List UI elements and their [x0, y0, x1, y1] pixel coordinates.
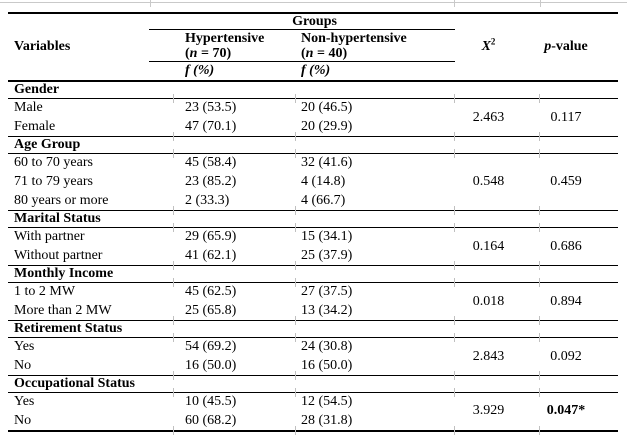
row-label: No: [14, 412, 32, 428]
freq-cell: 27 (37.5): [295, 277, 455, 302]
document-gridline-tick: [454, 0, 455, 7]
header-col-hypertensive: Hypertensive (n = 70): [149, 30, 296, 62]
chi-square-value: 3.929: [454, 387, 540, 434]
row-label: With partner: [14, 229, 85, 245]
freq-cell: 23 (85.2): [185, 174, 237, 189]
header-variables: Variables: [8, 13, 174, 82]
p-value: 0.894: [539, 277, 618, 325]
section-title-marital-status: Marital Status: [8, 210, 618, 228]
freq-cell: 32 (41.6): [295, 148, 455, 173]
freq-cell: 10 (45.5): [173, 387, 296, 412]
chi-symbol: X: [481, 39, 491, 54]
header-p-value: p-value: [540, 13, 618, 82]
header-freq-non-hypertensive: f (%): [296, 62, 455, 82]
freq-cell: 2 (33.3): [173, 192, 296, 215]
freq-cell: 60 (68.2): [173, 412, 296, 435]
freq-cell: 15 (34.1): [295, 222, 455, 247]
row-label: More than 2 MW: [14, 302, 112, 318]
freq-cell: 23 (53.5): [173, 93, 296, 118]
row-label: 1 to 2 MW: [14, 284, 76, 300]
header-groups: Groups: [149, 13, 455, 30]
freq-cell: 4 (66.7): [295, 192, 455, 215]
group-n: (n = 40): [301, 46, 348, 61]
chi-square-value: 0.164: [454, 222, 540, 270]
chi-square-value: 0.018: [454, 277, 540, 325]
p-value: 0.092: [539, 332, 618, 380]
p-value: 0.459: [539, 148, 618, 215]
p-value-suffix: -value: [551, 39, 588, 54]
p-value-significant: 0.047*: [539, 387, 618, 434]
freq-cell: 25 (65.8): [173, 302, 296, 325]
freq-cell: 16 (50.0): [295, 357, 455, 380]
freq-cell: 25 (37.9): [295, 247, 455, 270]
freq-cell: 16 (50.0): [173, 357, 296, 380]
freq-cell: 29 (65.9): [173, 222, 296, 247]
document-gridline-tick: [540, 0, 541, 7]
document-gridline-tick: [150, 0, 151, 7]
freq-cell: 45 (58.4): [173, 148, 296, 173]
section-title-occupational-status: Occupational Status: [8, 375, 618, 393]
freq-cell: 24 (30.8): [295, 332, 455, 357]
p-symbol: p: [544, 39, 552, 54]
group-name: Non-hypertensive: [301, 31, 407, 46]
header-freq-hypertensive: f (%): [174, 62, 296, 82]
section-title-age-group: Age Group: [8, 136, 618, 154]
freq-cell: 41 (62.1): [173, 247, 296, 270]
freq-cell: 12 (54.5): [295, 387, 455, 412]
row-label: 80 years or more: [14, 192, 109, 208]
section-title-gender: Gender: [8, 80, 618, 99]
header-groups-label: Groups: [292, 14, 337, 29]
freq-cell: 47 (70.1): [173, 118, 296, 141]
p-value: 0.686: [539, 222, 618, 270]
document-gridline-top: [0, 2, 627, 3]
row-label: Male: [14, 100, 43, 116]
row-label: 71 to 79 years: [14, 174, 93, 189]
freq-cell: 20 (46.5): [295, 93, 455, 118]
p-value: 0.117: [539, 93, 618, 141]
chi-superscript: 2: [490, 36, 496, 47]
chi-square-value: 2.463: [454, 93, 540, 141]
row-label: Without partner: [14, 247, 103, 263]
freq-cell: 28 (31.8): [295, 412, 455, 435]
row-label: Female: [14, 118, 56, 134]
header-chi-square: X2: [455, 13, 540, 82]
freq-cell: 20 (29.9): [295, 118, 455, 141]
statistics-table: Variables Groups X2 p-value Hypertensive…: [8, 12, 618, 435]
section-title-retirement-status: Retirement Status: [8, 320, 618, 338]
row-label: 60 to 70 years: [14, 155, 93, 171]
chi-square-value: 2.843: [454, 332, 540, 380]
row-label: No: [14, 357, 32, 373]
freq-cell: 45 (62.5): [173, 277, 296, 302]
group-n: (n = 70): [185, 46, 232, 61]
freq-cell: 54 (69.2): [173, 332, 296, 357]
freq-cell: 13 (34.2): [295, 302, 455, 325]
row-label: Yes: [14, 339, 35, 355]
row-label: Yes: [14, 394, 35, 410]
group-name: Hypertensive: [185, 31, 265, 46]
freq-cell: 4 (14.8): [301, 174, 346, 189]
section-title-monthly-income: Monthly Income: [8, 265, 618, 283]
header-col-non-hypertensive: Non-hypertensive (n = 40): [296, 30, 455, 62]
chi-square-value: 0.548: [454, 148, 540, 215]
